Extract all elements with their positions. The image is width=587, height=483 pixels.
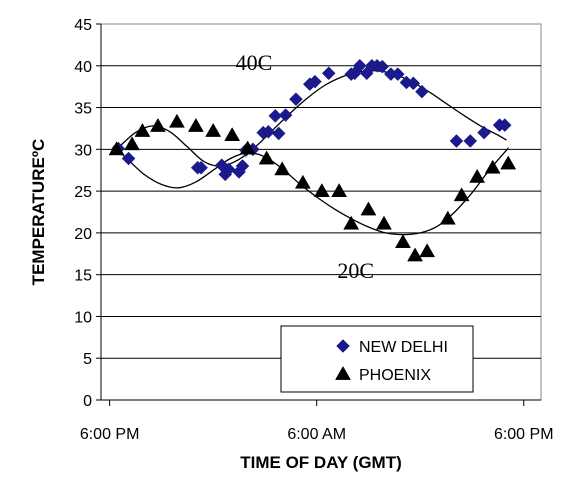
point-new-delhi [278,108,293,122]
legend: NEW DELHI PHOENIX [280,325,474,393]
fit-curve-new-delhi [117,69,507,167]
y-tick-label: 20 [74,226,92,243]
point-phoenix [453,187,470,202]
point-phoenix [258,150,275,165]
point-phoenix [224,127,241,142]
point-new-delhi [375,59,390,74]
point-new-delhi [121,151,136,166]
point-phoenix [419,243,436,258]
y-tick-label: 5 [83,351,92,368]
point-new-delhi [406,76,421,91]
y-tick-label: 0 [83,393,92,410]
point-phoenix [484,159,501,174]
point-new-delhi [463,134,478,148]
point-new-delhi [194,160,208,175]
y-tick-label: 10 [74,309,92,326]
point-new-delhi [321,66,336,81]
point-phoenix [313,183,330,197]
point-new-delhi [390,67,405,81]
point-new-delhi [221,162,236,177]
y-tick-label: 35 [74,101,92,118]
point-phoenix [439,210,456,225]
y-tick-label: 25 [74,184,92,201]
point-phoenix [360,201,377,216]
point-phoenix [395,234,411,248]
point-phoenix [134,122,151,137]
point-phoenix [205,122,222,137]
point-new-delhi [352,58,367,73]
fit-curves [112,69,510,236]
point-new-delhi [308,74,322,89]
x-axis-title: TIME OF DAY (GMT) [240,453,402,472]
legend-label-new-delhi: NEW DELHI [359,339,448,356]
point-new-delhi [449,134,464,148]
point-phoenix [150,117,166,132]
annotation-label: 40C [236,50,273,75]
fit-curve-phoenix [112,145,510,236]
y-tick-label: 30 [74,142,92,159]
point-phoenix [343,215,360,230]
x-tick-label: 6:00 PM [494,426,554,443]
annotations: 40C 20C [236,50,374,283]
point-new-delhi [289,92,303,107]
axes: 0 5 10 15 20 25 30 35 40 45 6:00 PM 6:00 AM 6:00 PM [74,17,553,443]
y-axis-title: TEMPERATUREºC [29,139,48,286]
point-phoenix [376,215,392,230]
x-tick-label: 6:00 AM [287,426,346,443]
point-new-delhi [271,126,286,141]
point-phoenix [331,183,348,197]
legend-marker-phoenix [335,365,351,380]
point-phoenix [168,113,185,128]
y-tick-label: 40 [74,59,92,76]
point-phoenix [500,155,517,170]
point-phoenix [108,141,125,156]
point-phoenix [274,161,291,176]
y-tick-label: 45 [74,17,92,34]
legend-label-phoenix: PHOENIX [359,367,431,384]
point-phoenix [239,140,256,155]
point-phoenix [187,117,204,132]
y-tick-label: 15 [74,268,92,285]
point-new-delhi [235,159,250,173]
point-phoenix [124,136,140,151]
point-phoenix [294,174,311,189]
x-tick-label: 6:00 PM [80,426,140,443]
point-phoenix [407,247,423,262]
legend-box [280,325,474,393]
point-new-delhi [268,109,283,123]
point-new-delhi [261,124,276,139]
data-markers [108,58,517,262]
point-new-delhi [415,84,429,99]
annotation-label: 20C [337,258,374,283]
point-new-delhi [477,125,491,140]
legend-marker-new-delhi [336,339,350,353]
point-phoenix [469,168,486,183]
point-new-delhi [497,118,512,132]
